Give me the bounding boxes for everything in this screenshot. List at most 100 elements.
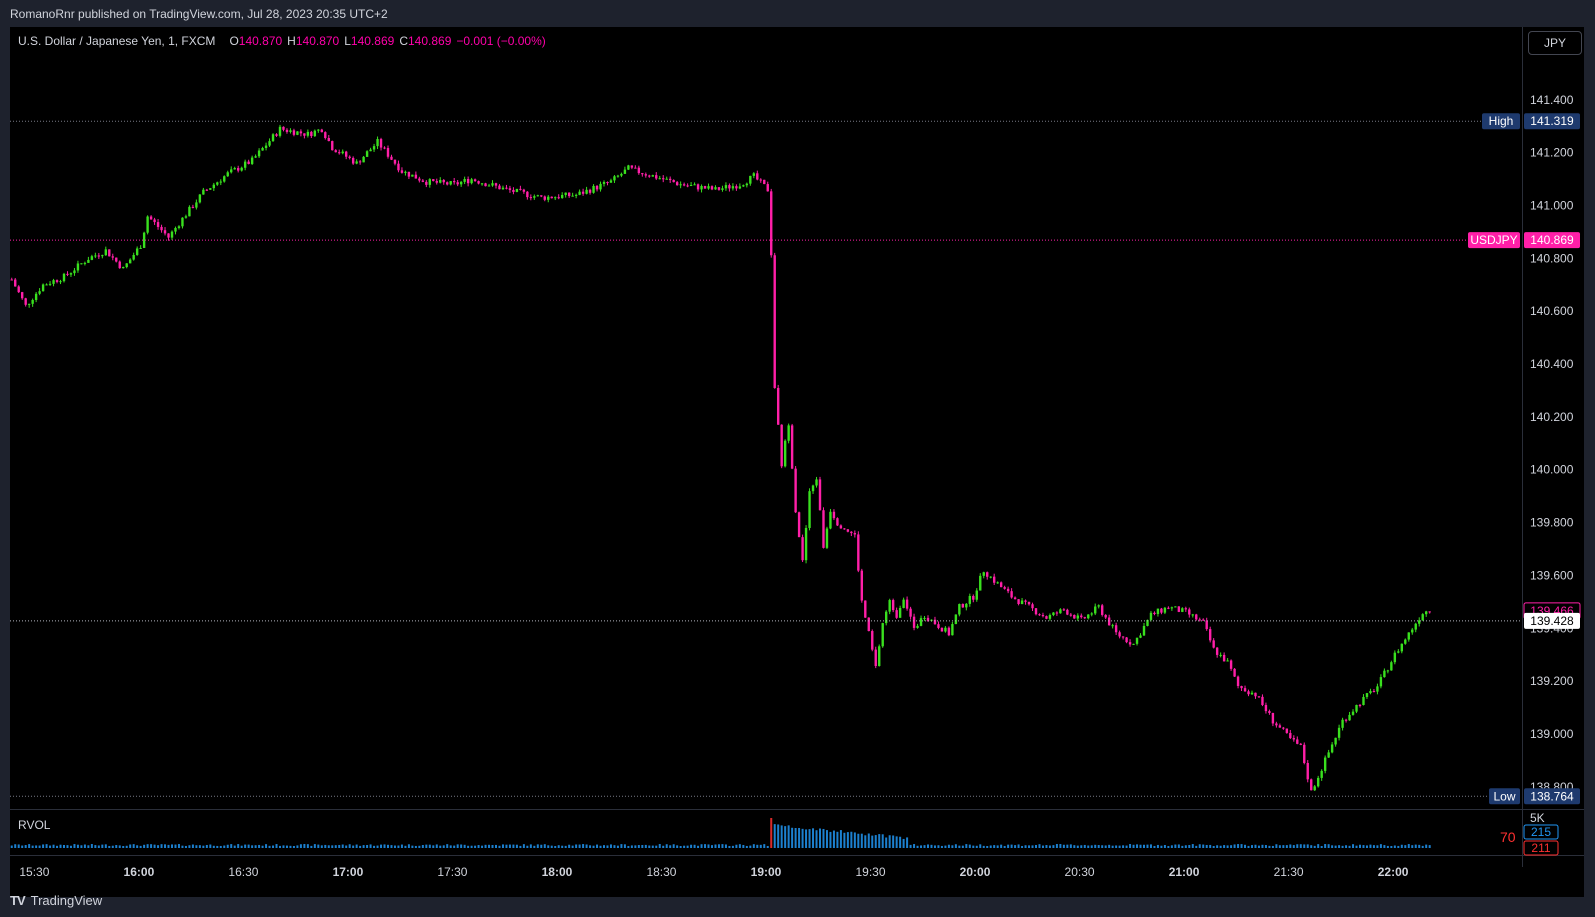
level-value-label: 141.319 xyxy=(1530,114,1574,128)
time-tick-label: 21:30 xyxy=(1274,865,1304,879)
volume-bar xyxy=(49,845,52,848)
volume-bar xyxy=(240,845,243,848)
volume-bar xyxy=(1129,844,1132,848)
candle-body xyxy=(951,624,954,636)
candle-body xyxy=(1404,639,1407,644)
candle-body xyxy=(1344,719,1348,721)
currency-button[interactable]: JPY xyxy=(1528,31,1582,55)
volume-bar xyxy=(474,845,477,848)
volume-bar xyxy=(1372,845,1375,848)
candle-body xyxy=(770,191,773,256)
candle-body xyxy=(1013,597,1017,600)
volume-bar xyxy=(1285,845,1288,848)
volume-bar xyxy=(299,844,302,848)
symbol-legend[interactable]: U.S. Dollar / Japanese Yen, 1, FXCM O140… xyxy=(18,34,546,48)
volume-bar xyxy=(940,845,943,848)
candle-body xyxy=(1174,606,1177,608)
candle-body xyxy=(766,184,769,192)
time-tick-label: 15:30 xyxy=(19,865,49,879)
volume-bar xyxy=(965,844,968,848)
volume-bar xyxy=(1278,845,1281,848)
volume-bar xyxy=(662,845,665,848)
candle-body xyxy=(871,631,874,650)
volume-bar xyxy=(1268,845,1271,848)
volume-bar xyxy=(348,844,351,848)
candle-body xyxy=(1264,705,1268,712)
volume-bar xyxy=(285,845,288,848)
volume-bar xyxy=(958,845,961,848)
level-value-label: 139.428 xyxy=(1530,614,1574,628)
volume-bar xyxy=(881,834,884,848)
time-tick-label: 20:00 xyxy=(960,865,991,879)
volume-bar xyxy=(94,845,97,848)
candle-body xyxy=(693,184,696,186)
candle-body xyxy=(1097,605,1100,607)
candle-body xyxy=(1195,614,1198,620)
candle-body xyxy=(540,195,543,197)
volume-bar xyxy=(1045,845,1048,848)
candle-body xyxy=(1310,779,1313,791)
candle-body xyxy=(839,525,843,529)
legend-symbol: U.S. Dollar / Japanese Yen, 1, FXCM xyxy=(18,34,216,48)
volume-bar xyxy=(933,845,936,848)
volume-bar xyxy=(1038,844,1041,848)
volume-bar xyxy=(989,845,992,848)
volume-bar xyxy=(1411,845,1414,848)
volume-bar xyxy=(28,844,31,848)
candle-body xyxy=(355,161,358,164)
candle-body xyxy=(1222,654,1226,662)
volume-bar xyxy=(1136,844,1139,848)
candle-body xyxy=(808,491,811,528)
volume-bar xyxy=(745,845,748,848)
candle-body xyxy=(1292,738,1296,740)
candle-body xyxy=(627,165,630,170)
candle-body xyxy=(1372,691,1376,693)
candle-body xyxy=(714,187,717,190)
volume-bar xyxy=(1003,845,1006,848)
volume-bar xyxy=(993,845,996,848)
candle-body xyxy=(369,149,372,152)
candle-body xyxy=(606,182,609,184)
candle-body xyxy=(174,227,177,232)
tradingview-logo-icon[interactable]: TV xyxy=(10,893,26,908)
volume-bar xyxy=(1205,844,1208,848)
volume-bar xyxy=(1230,845,1233,848)
footer-brand[interactable]: TradingView xyxy=(30,893,103,908)
candle-body xyxy=(829,511,832,529)
volume-bar xyxy=(690,844,693,848)
candle-body xyxy=(435,181,438,183)
volume-bar xyxy=(223,845,226,848)
candle-body xyxy=(843,528,846,530)
volume-bar xyxy=(1310,845,1313,848)
candle-body xyxy=(961,604,965,608)
candle-body xyxy=(975,590,978,600)
legend-change: −0.001 (−0.00%) xyxy=(456,34,546,48)
volume-bar xyxy=(63,845,65,848)
candle-body xyxy=(1250,692,1254,695)
chart-frame[interactable] xyxy=(10,27,1584,897)
level-value-box xyxy=(1524,232,1580,249)
candle-body xyxy=(449,181,452,185)
volume-bar xyxy=(331,845,334,848)
candle-body xyxy=(815,479,818,486)
volume-bar xyxy=(14,844,17,848)
candle-body xyxy=(1323,757,1327,771)
volume-bar xyxy=(728,845,731,848)
rvol-indicator-label[interactable]: RVOL xyxy=(18,818,51,832)
candle-body xyxy=(484,183,487,187)
volume-bar xyxy=(860,833,863,848)
volume-bar xyxy=(505,844,508,848)
volume-bar xyxy=(115,845,118,848)
candle-body xyxy=(1303,744,1306,763)
volume-bar xyxy=(334,845,337,848)
volume-bar xyxy=(244,844,247,848)
volume-bar xyxy=(550,845,553,848)
volume-bar xyxy=(1073,845,1076,848)
volume-bar xyxy=(519,845,522,848)
candle-body xyxy=(1421,614,1424,621)
volume-bar xyxy=(620,844,623,848)
candle-body xyxy=(1104,614,1107,618)
candle-body xyxy=(1188,609,1191,615)
candle-body xyxy=(122,267,125,269)
